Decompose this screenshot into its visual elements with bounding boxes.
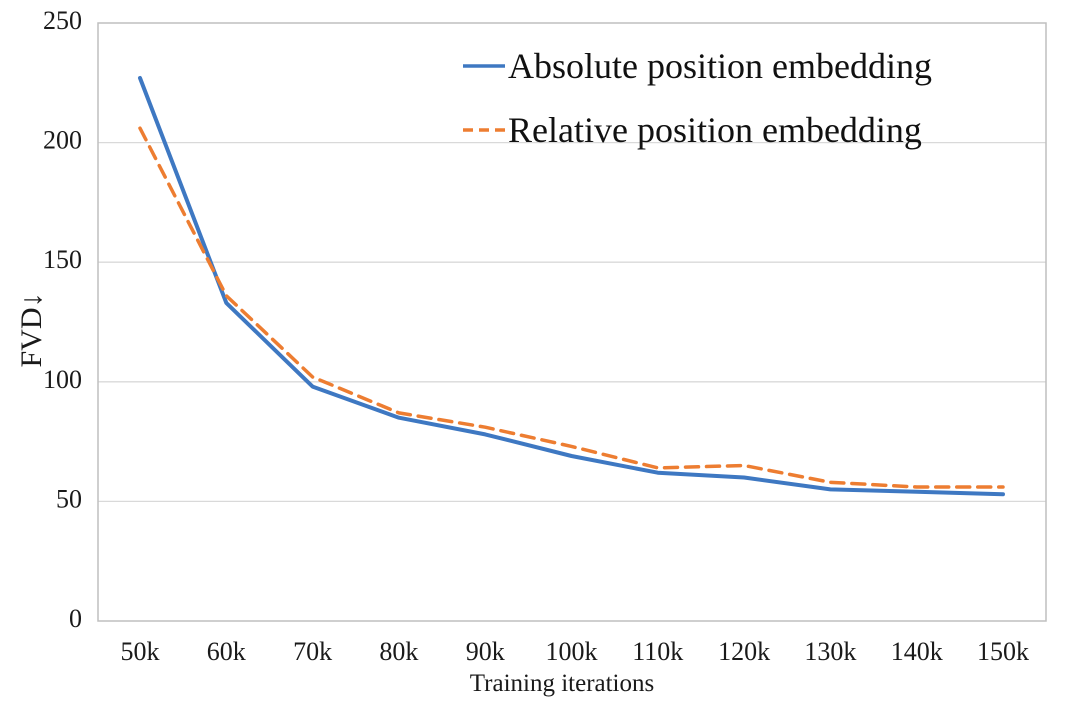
y-tick-label-150: 150	[43, 245, 82, 274]
y-tick-label-100: 100	[43, 365, 82, 394]
y-axis-tick-labels: 0 50 100 150 200 250	[43, 6, 82, 633]
x-tick-label-110k: 110k	[632, 637, 683, 666]
y-tick-label-50: 50	[56, 484, 82, 513]
legend-label-relative: Relative position embedding	[508, 110, 922, 150]
legend: Absolute position embedding Relative pos…	[462, 38, 932, 158]
gridlines	[98, 141, 1046, 503]
series-line-1	[138, 126, 1005, 489]
x-tick-label-120k: 120k	[718, 637, 770, 666]
x-tick-label-70k: 70k	[293, 637, 332, 666]
x-tick-label-100k: 100k	[546, 637, 598, 666]
legend-line-dashed-icon	[463, 128, 505, 132]
series-line-0	[138, 76, 1005, 497]
x-tick-label-60k: 60k	[207, 637, 246, 666]
x-tick-label-80k: 80k	[379, 637, 418, 666]
legend-item-relative: Relative position embedding	[462, 102, 932, 158]
x-axis-title: Training iterations	[469, 670, 655, 697]
legend-item-absolute: Absolute position embedding	[462, 38, 932, 94]
y-axis-title: FVD↓	[15, 292, 48, 368]
legend-line-solid-icon	[463, 64, 505, 68]
x-tick-label-150k: 150k	[977, 637, 1029, 666]
x-tick-label-140k: 140k	[891, 637, 943, 666]
x-tick-label-130k: 130k	[804, 637, 856, 666]
y-tick-label-0: 0	[69, 604, 82, 633]
plot-area-border	[97, 22, 1047, 622]
y-tick-label-200: 200	[43, 126, 82, 155]
y-tick-label-250: 250	[43, 6, 82, 35]
legend-label-absolute: Absolute position embedding	[508, 46, 932, 86]
series-lines	[138, 76, 1005, 497]
x-tick-label-50k: 50k	[121, 637, 160, 666]
x-tick-label-90k: 90k	[466, 637, 505, 666]
x-axis-tick-labels: 50k 60k 70k 80k 90k 100k 110k 120k 130k 140k 150k	[121, 637, 1030, 666]
